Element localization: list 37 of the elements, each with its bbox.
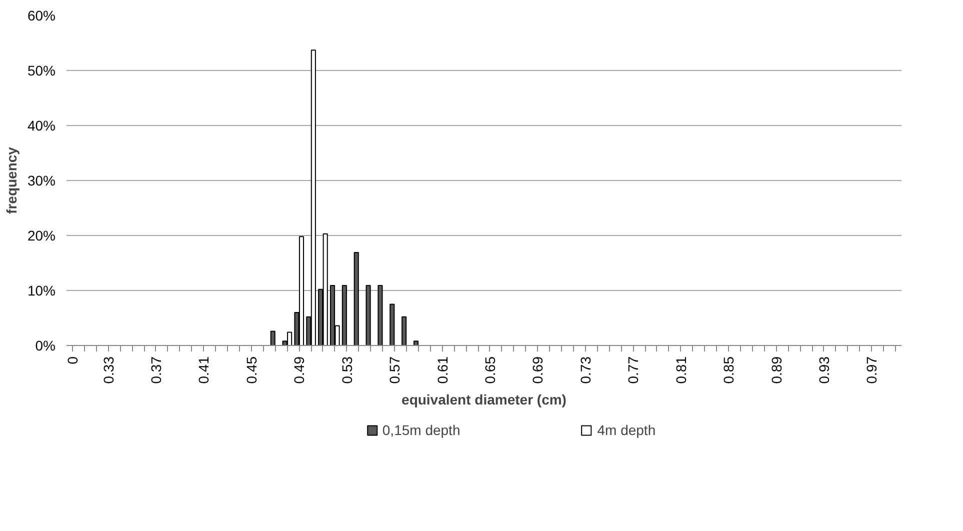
x-tick-label: 0.85: [720, 356, 737, 384]
x-tick-label: 0.97: [864, 356, 880, 384]
x-tick-label: 0.57: [386, 356, 403, 384]
legend-label: 0,15m depth: [382, 422, 460, 438]
x-tick-label: 0.69: [530, 356, 546, 384]
bar: [270, 330, 276, 346]
bar: [342, 285, 347, 346]
y-tick-label: 60%: [27, 8, 56, 24]
x-tick-label: 0: [64, 356, 80, 364]
x-tick-label: 0.73: [577, 356, 594, 384]
y-tick-label: 10%: [27, 282, 56, 298]
y-tick-label: 20%: [27, 228, 56, 244]
x-tick-label: 0.65: [482, 356, 498, 384]
x-tick-label: 0.61: [434, 356, 450, 384]
x-tick-label: 0.41: [196, 356, 212, 384]
bar: [354, 252, 359, 346]
x-axis-title: equivalent diameter (cm): [402, 392, 566, 408]
x-tick-label: 0.37: [148, 356, 164, 384]
y-axis-title: frequency: [3, 146, 20, 214]
bar: [413, 340, 419, 346]
y-tick-label: 50%: [27, 62, 56, 78]
x-tick-label: 0.49: [291, 356, 308, 384]
bar: [402, 316, 407, 346]
x-tick-label: 0.33: [100, 356, 116, 384]
bar: [378, 285, 383, 346]
x-tick-label: 0.81: [672, 356, 689, 384]
bar: [390, 304, 395, 346]
x-tick-label: 0.89: [768, 356, 784, 384]
legend-label: 4m depth: [597, 422, 656, 438]
x-tick-label: 0.45: [243, 356, 260, 384]
y-tick-label: 0%: [35, 338, 56, 354]
x-tick-label: 0.93: [816, 356, 832, 384]
x-tick-label: 0.77: [625, 356, 642, 384]
y-tick-label: 30%: [27, 172, 56, 188]
y-tick-label: 40%: [27, 118, 56, 134]
bar: [366, 285, 371, 346]
x-tick-label: 0.53: [338, 356, 355, 384]
